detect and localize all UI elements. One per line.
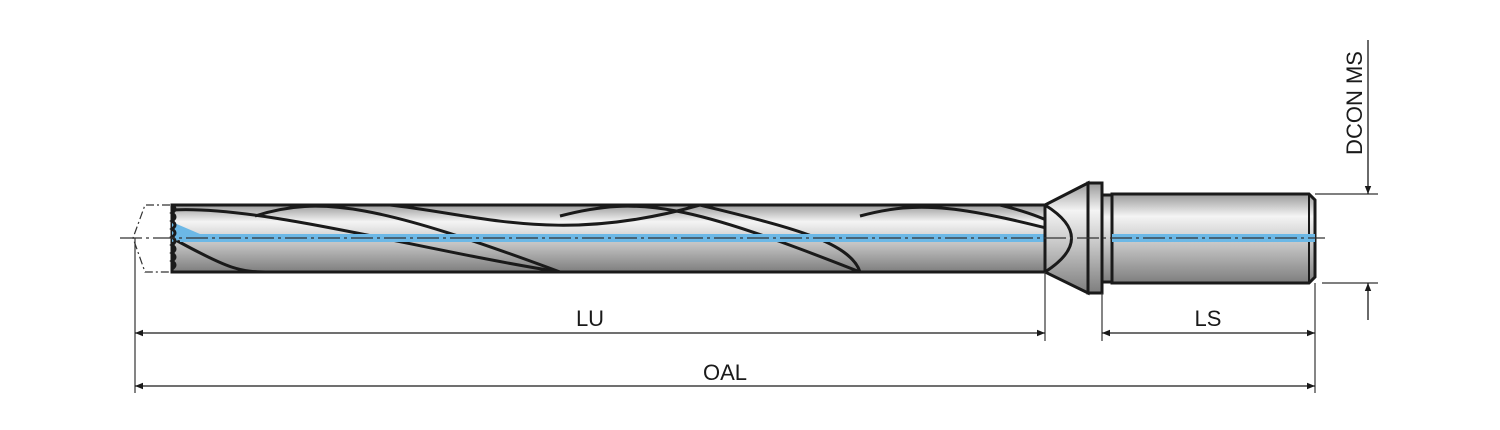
- dcon-label: DCON MS: [1342, 51, 1367, 155]
- cutting-edge: [169, 203, 177, 272]
- lu-label: LU: [576, 306, 604, 331]
- ls-label: LS: [1195, 306, 1222, 331]
- oal-label: OAL: [703, 360, 747, 385]
